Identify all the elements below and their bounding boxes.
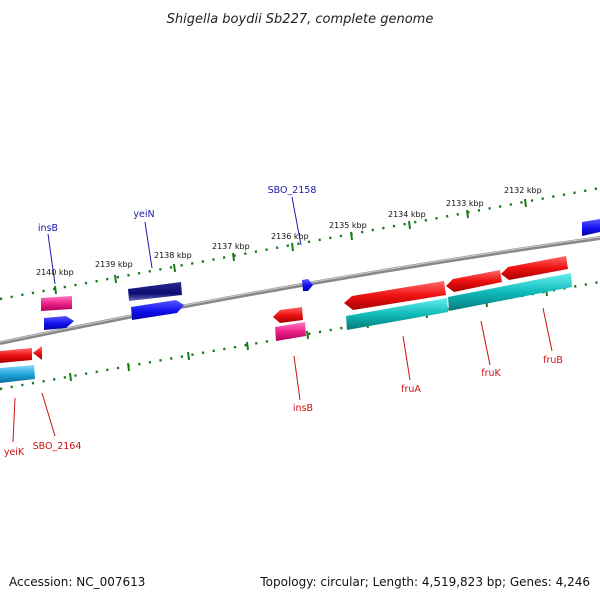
upper-ruler-line xyxy=(0,186,600,301)
label-leaders-blue xyxy=(47,196,302,285)
ruler-label: 2137 kbp xyxy=(212,242,250,251)
gene-insB-pink[interactable] xyxy=(41,296,72,311)
gene-fruK-teal[interactable] xyxy=(448,273,572,311)
gene-red-left[interactable] xyxy=(0,348,32,363)
gene-fruA-teal[interactable] xyxy=(346,298,448,330)
label-leaders-red xyxy=(12,307,553,443)
gene-label[interactable]: fruB xyxy=(543,355,563,366)
ruler-label: 2133 kbp xyxy=(446,199,484,208)
gene-fruK[interactable] xyxy=(446,270,502,292)
ruler-label: 2134 kbp xyxy=(388,210,426,219)
ruler-label: 2138 kbp xyxy=(154,251,192,260)
ruler-label: 2135 kbp xyxy=(329,221,367,230)
genome-summary-text: Topology: circular; Length: 4,519,823 bp… xyxy=(259,575,590,589)
gene-yeiN-navy[interactable] xyxy=(128,282,182,301)
genome-backbone xyxy=(0,236,600,345)
gene-red-left-arrow[interactable] xyxy=(33,346,42,360)
gene-fruB[interactable] xyxy=(501,256,568,280)
gene-yeiK-sky[interactable] xyxy=(0,365,35,383)
ruler-label: 2139 kbp xyxy=(95,260,133,269)
accession-text: Accession: NC_007613 xyxy=(9,575,145,589)
gene-label[interactable]: insB xyxy=(293,403,313,414)
map-title: Shigella boydii Sb227, complete genome xyxy=(167,12,434,27)
gene-yeiN-blue[interactable] xyxy=(131,300,184,320)
ruler-label: 2136 kbp xyxy=(271,232,309,241)
gene-label[interactable]: SBO_2158 xyxy=(268,185,317,196)
gene-label[interactable]: SBO_2164 xyxy=(33,441,82,452)
gene-label[interactable]: yeiN xyxy=(133,209,154,220)
ruler-label: 2132 kbp xyxy=(504,186,542,195)
gene-blue-edge[interactable] xyxy=(582,219,600,236)
gene-label[interactable]: fruA xyxy=(401,384,421,395)
gene-fruA[interactable] xyxy=(344,281,446,310)
gene-label[interactable]: insB xyxy=(38,223,58,234)
gene-labels-top: insB yeiN SBO_2158 xyxy=(38,185,316,234)
ruler-label: 2140 kbp xyxy=(36,268,74,277)
upper-ruler-major-ticks xyxy=(54,198,527,295)
gene-insB-red[interactable] xyxy=(273,307,303,323)
gene-insB-pink-lower[interactable] xyxy=(275,322,306,341)
gene-label[interactable]: fruK xyxy=(481,368,501,379)
gene-labels-bottom: yeiK SBO_2164 insB fruA fruK fruB xyxy=(4,355,563,458)
upper-ruler-labels: 2140 kbp 2139 kbp 2138 kbp 2137 kbp 2136… xyxy=(36,186,542,277)
gene-blue-small[interactable] xyxy=(44,316,74,330)
gene-SBO_2158[interactable] xyxy=(302,279,313,291)
gene-label[interactable]: yeiK xyxy=(4,447,25,458)
